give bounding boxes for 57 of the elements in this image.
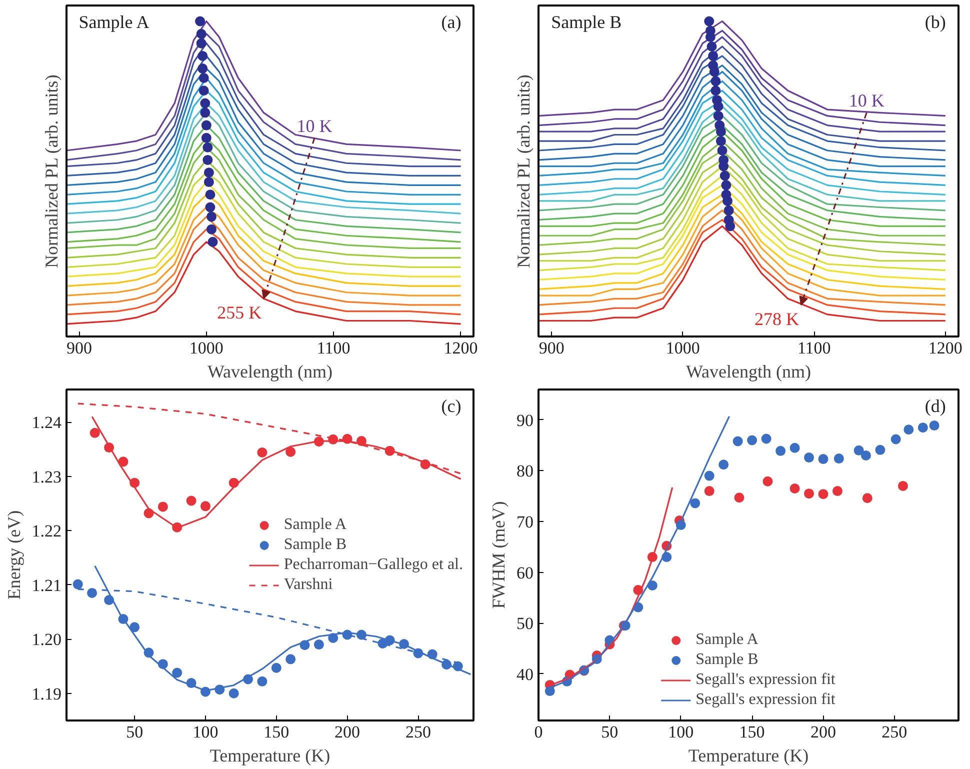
x-axis-title: Wavelength (nm) (207, 362, 333, 382)
x-tick-label: 50 (126, 722, 144, 742)
legend-label: Pecharroman−Gallego et al. (284, 556, 463, 574)
x-tick-label: 1000 (189, 338, 224, 358)
y-tick-label: 1.24 (32, 413, 62, 432)
y-tick-label: 80 (516, 462, 534, 481)
legend-label: Sample A (284, 516, 346, 534)
annotation: 255 K (217, 302, 262, 323)
x-tick-label: 150 (264, 722, 290, 742)
x-tick-label: 1100 (316, 338, 350, 358)
annotation: 10 K (848, 90, 884, 111)
x-tick-label: 250 (405, 722, 431, 742)
x-tick-label: 150 (739, 722, 765, 742)
x-tick-label: 100 (668, 722, 694, 742)
x-axis-title: Wavelength (nm) (686, 362, 812, 382)
y-tick-label: 1.22 (32, 522, 62, 541)
y-tick-label: 1.21 (32, 576, 62, 595)
annotation: (a) (441, 12, 462, 32)
y-tick-label: 50 (516, 614, 534, 634)
y-tick-label: 90 (516, 410, 534, 430)
y-tick-label: 1.19 (32, 684, 62, 704)
y-axis-title: Energy (eV) (4, 510, 24, 600)
x-tick-label: 900 (66, 338, 92, 358)
legend-label: Sample A (696, 631, 758, 649)
legend-label: Sample B (696, 651, 758, 669)
x-tick-label: 50 (601, 722, 618, 742)
y-tick-label: 1.20 (32, 630, 62, 650)
x-tick-label: 1000 (666, 338, 700, 358)
x-tick-label: 250 (882, 722, 908, 742)
annotation: Sample A (78, 12, 150, 32)
legend-label: Sample B (284, 536, 346, 554)
x-tick-label: 200 (810, 722, 836, 742)
annotation: 10 K (296, 116, 332, 136)
legend-label: Segall's expression fit (696, 691, 836, 709)
y-axis-title: FWHM (meV) (488, 501, 508, 609)
annotation: Sample B (551, 12, 622, 32)
x-tick-label: 200 (334, 722, 360, 742)
x-axis-title: Temperature (K) (688, 746, 809, 766)
y-tick-label: 40 (516, 664, 534, 684)
y-axis-title: Normalized PL (arb. units) (514, 74, 534, 268)
y-tick-label: 60 (516, 563, 534, 582)
annotation: 278 K (754, 308, 799, 329)
legend-label: Varshni (284, 576, 333, 594)
y-axis-title: Normalized PL (arb. units) (42, 74, 62, 268)
annotation: (d) (924, 396, 946, 416)
x-tick-label: 100 (192, 722, 218, 742)
legend-label: Segall's expression fit (696, 671, 836, 689)
y-tick-label: 70 (516, 512, 534, 532)
x-tick-label: 0 (534, 722, 543, 742)
x-tick-label: 900 (538, 338, 564, 358)
annotation: (b) (924, 12, 946, 32)
x-axis-title: Temperature (K) (210, 746, 330, 766)
annotation: (c) (441, 396, 462, 416)
x-tick-label: 1200 (928, 338, 962, 358)
x-tick-label: 1200 (444, 338, 478, 358)
y-tick-label: 1.23 (32, 467, 62, 486)
x-tick-label: 1100 (797, 338, 831, 358)
